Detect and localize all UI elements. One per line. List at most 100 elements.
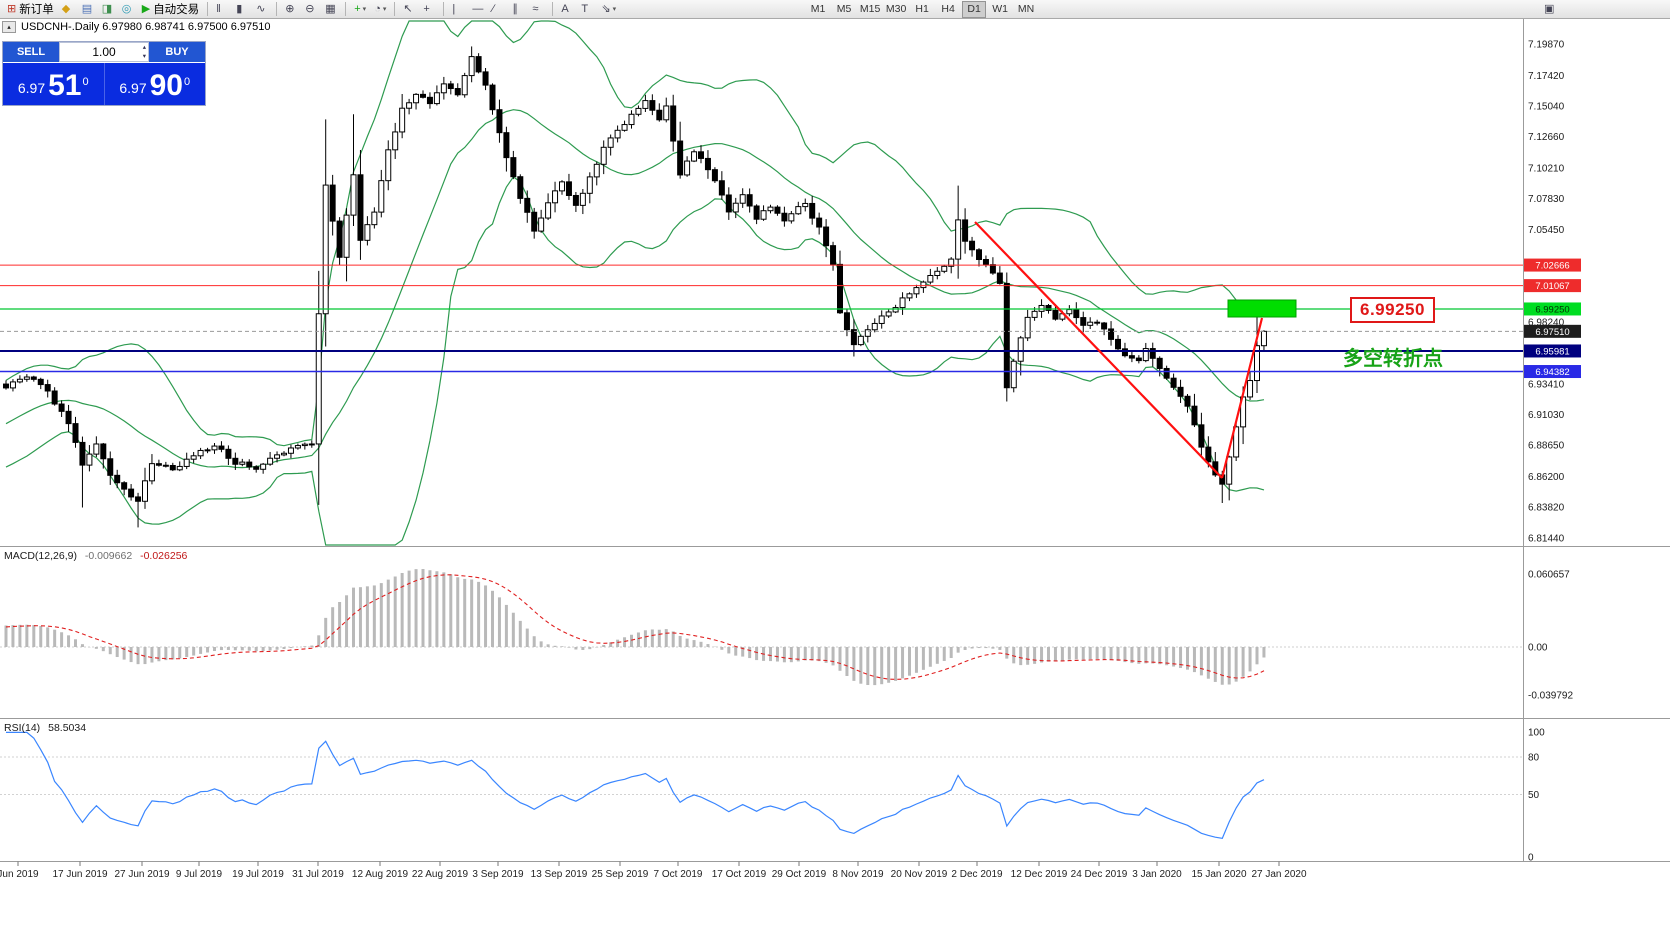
shapes-button[interactable]: ⇘ ▾: [598, 1, 619, 18]
timeframe-h1-button[interactable]: H1: [910, 1, 934, 18]
candle-body: [79, 441, 86, 466]
candlestick-chart-button[interactable]: ▮: [233, 1, 251, 18]
timeframe-w1-button[interactable]: W1: [988, 1, 1012, 18]
new-order-button[interactable]: ⊞ 新订单: [4, 1, 57, 18]
channel-button[interactable]: ∥: [509, 1, 527, 18]
volume-down-icon[interactable]: ▾: [142, 53, 146, 60]
market-watch-button[interactable]: ◎: [119, 1, 137, 18]
bollinger-upper-band: [5, 20, 1265, 447]
line-chart-button[interactable]: ∿: [253, 1, 271, 18]
timeframe-mn-button[interactable]: MN: [1014, 1, 1038, 18]
auto-trading-icon: ▶: [141, 2, 151, 15]
candle-body: [969, 240, 976, 251]
tile-windows-button[interactable]: ▦: [322, 1, 340, 18]
quick-trade-toggle-button[interactable]: ▴: [2, 21, 16, 33]
date-label: 2 Dec 2019: [951, 869, 1003, 880]
candle-body: [906, 293, 913, 299]
zoom-in-button[interactable]: ⊕: [282, 1, 300, 18]
candle-body: [454, 88, 461, 96]
volume-up-icon[interactable]: ▴: [142, 44, 146, 51]
candle-body: [711, 169, 718, 182]
buy-price[interactable]: 6.97 90 0: [105, 63, 206, 105]
timeframe-m5-button[interactable]: M5: [832, 1, 856, 18]
candle-body: [1066, 309, 1073, 315]
data-window-button[interactable]: ◨: [99, 1, 117, 18]
volume-value[interactable]: 1.00: [92, 45, 116, 59]
print-preview-button[interactable]: ▤: [79, 1, 97, 18]
profiles-button[interactable]: ◆: [59, 1, 77, 18]
candle-body: [1017, 337, 1024, 362]
trendline-object[interactable]: [974, 221, 1223, 479]
buy-button[interactable]: BUY: [149, 42, 205, 62]
candle-body: [989, 264, 996, 274]
candle-body: [837, 263, 843, 314]
volume-field[interactable]: 1.00 ▴ ▾: [59, 42, 149, 62]
cursor-button[interactable]: ↖: [400, 1, 418, 18]
horizontal-line-button[interactable]: —: [469, 1, 487, 18]
axes-layer: 7.19870 7.17420 7.15040 7.12660 7.10210 7.078…: [0, 19, 1670, 880]
macd-axis-label: 0.060657: [1528, 570, 1570, 581]
candle-body: [329, 184, 336, 222]
timeframe-m1-button[interactable]: M1: [806, 1, 830, 18]
text-button[interactable]: A: [558, 1, 576, 18]
date-label: 17 Jun 2019: [52, 869, 107, 880]
date-label: 8 Nov 2019: [832, 869, 884, 880]
candle-body: [677, 140, 684, 176]
candle-body: [232, 457, 239, 465]
price-tag-text: 6.94382: [1535, 367, 1569, 378]
rsi-axis-label: 80: [1528, 753, 1540, 764]
sell-button[interactable]: SELL: [3, 42, 59, 62]
auto-trading-button[interactable]: ▶ 自动交易: [139, 1, 202, 18]
timeframe-h4-button[interactable]: H4: [936, 1, 960, 18]
candlestick-chart-icon: ▮: [236, 2, 243, 15]
trendline-object[interactable]: [1220, 317, 1264, 479]
candle-body: [1163, 367, 1170, 379]
candle-body: [635, 107, 642, 115]
candle-body: [1184, 395, 1191, 407]
macd-main-value: -0.009662: [84, 550, 133, 562]
bollinger-lower-band: [5, 176, 1265, 546]
volume-stepper[interactable]: ▴ ▾: [143, 43, 146, 61]
candle-body: [996, 272, 1003, 284]
highlight-rect-object[interactable]: [1227, 299, 1297, 318]
timeframe-m15-button[interactable]: M15: [858, 1, 882, 18]
timeframe-m30-button[interactable]: M30: [884, 1, 908, 18]
candle-body: [1191, 405, 1198, 426]
candle-body: [955, 219, 962, 260]
y-axis-label: 6.88650: [1528, 441, 1565, 452]
price-tag-text: 6.97510: [1535, 327, 1569, 338]
text-label-icon: T: [581, 2, 589, 15]
candle-body: [392, 131, 399, 151]
chart-header: ▴ USDCNH-.Daily 6.97980 6.98741 6.97500 …: [2, 21, 271, 33]
fibonacci-button[interactable]: ≈: [529, 1, 547, 18]
candle-body: [1156, 357, 1163, 369]
text-label-button[interactable]: T: [578, 1, 596, 18]
candle-body: [559, 181, 565, 192]
vertical-line-button[interactable]: |: [449, 1, 467, 18]
candle-body: [795, 206, 802, 215]
trendline-button[interactable]: ∕: [489, 1, 507, 18]
date-label: Jun 2019: [0, 869, 39, 880]
candle-body: [920, 281, 927, 289]
bar-chart-button[interactable]: ‖: [213, 1, 231, 18]
candle-body: [301, 443, 308, 447]
detach-chart-button[interactable]: ▣: [1541, 1, 1559, 18]
candle-body: [850, 329, 857, 346]
timeframe-d1-button[interactable]: D1: [962, 0, 987, 18]
candle-body: [287, 447, 294, 454]
date-label: 19 Jul 2019: [232, 869, 284, 880]
price-tag: [1524, 258, 1581, 272]
candle-body: [704, 157, 711, 171]
candle-body: [65, 410, 72, 425]
candle-body: [913, 287, 920, 295]
zoom-out-button[interactable]: ⊖: [302, 1, 320, 18]
candle-body: [1142, 348, 1149, 362]
new-order-button-label: 新订单: [19, 4, 54, 16]
candle-body: [1205, 446, 1212, 463]
crosshair-button[interactable]: +: [420, 1, 438, 18]
sell-price[interactable]: 6.97 51 0: [3, 63, 104, 105]
periods-button[interactable]: ◔ ▾: [371, 1, 389, 18]
candle-body: [253, 466, 260, 470]
candle-body: [1260, 330, 1267, 347]
indicators-button[interactable]: + ▾: [351, 1, 369, 18]
